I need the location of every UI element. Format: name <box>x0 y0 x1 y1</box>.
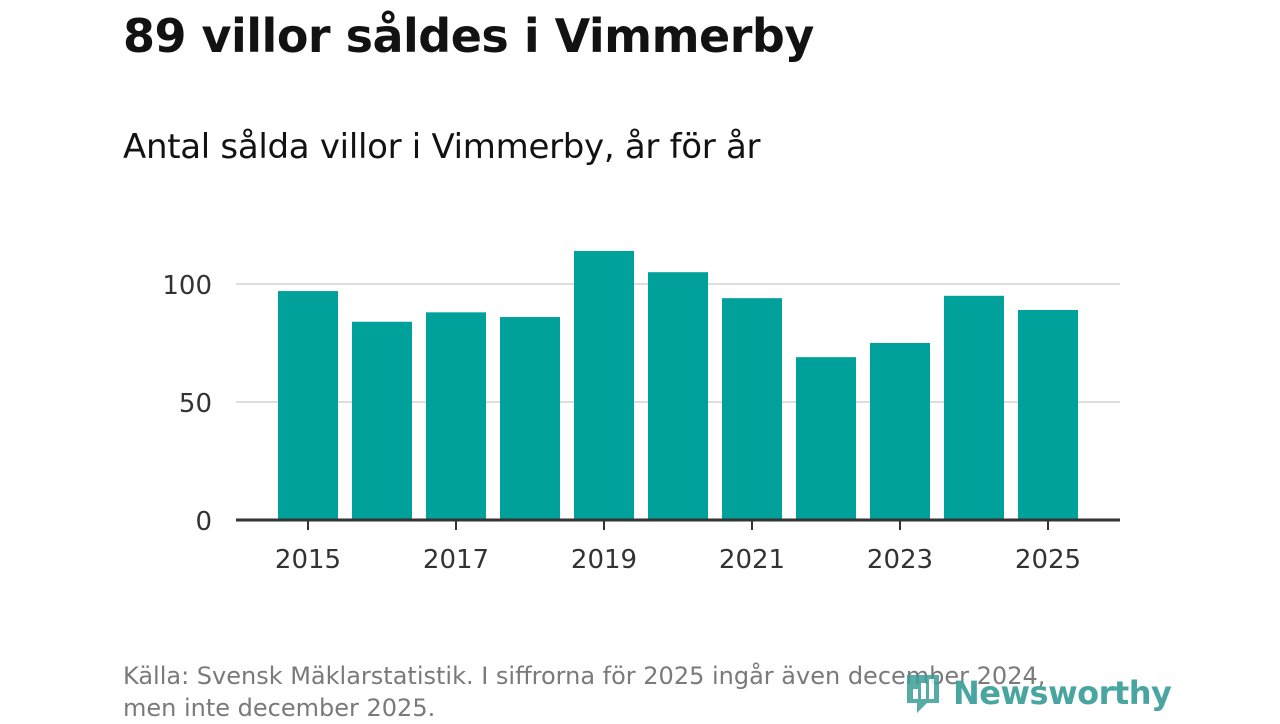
x-tick-label-2025: 2025 <box>1015 545 1081 575</box>
x-tick-label-2015: 2015 <box>275 545 341 575</box>
x-tick-label-2017: 2017 <box>423 545 489 575</box>
bar-2018 <box>500 317 560 520</box>
bar-2025 <box>1018 309 1078 520</box>
bar-2022 <box>796 357 856 520</box>
bar-chart: 0 50 100 2015 2017 2019 2021 2023 2025 <box>162 250 1120 575</box>
bar-2024 <box>944 295 1004 520</box>
logo-text: Newsworthy <box>953 674 1172 712</box>
axes: 0 50 100 2015 2017 2019 2021 2023 2025 <box>162 271 1120 575</box>
x-tick-label-2023: 2023 <box>867 545 933 575</box>
source-note: Källa: Svensk Mäklarstatistik. I siffror… <box>123 660 1123 724</box>
bar-2023 <box>870 343 930 520</box>
y-tick-label-100: 100 <box>162 271 212 301</box>
bar-2019 <box>574 250 634 520</box>
chart-subtitle: Antal sålda villor i Vimmerby, år för år <box>123 127 761 167</box>
bar-2016 <box>352 321 412 520</box>
bars <box>278 250 1078 520</box>
x-tick-label-2019: 2019 <box>571 545 637 575</box>
source-line-2: men inte december 2025. <box>123 694 436 722</box>
x-tick-label-2021: 2021 <box>719 545 785 575</box>
bar-2015 <box>278 291 338 520</box>
y-tick-label-0: 0 <box>195 507 212 537</box>
bar-2017 <box>426 312 486 520</box>
bar-2020 <box>648 272 708 520</box>
newsworthy-chart-icon <box>907 675 939 713</box>
y-tick-label-50: 50 <box>179 389 212 419</box>
newsworthy-logo: Newsworthy <box>903 668 1172 718</box>
bar-2021 <box>722 298 782 520</box>
chart-title: 89 villor såldes i Vimmerby <box>123 9 814 63</box>
source-line-1: Källa: Svensk Mäklarstatistik. I siffror… <box>123 662 1046 690</box>
